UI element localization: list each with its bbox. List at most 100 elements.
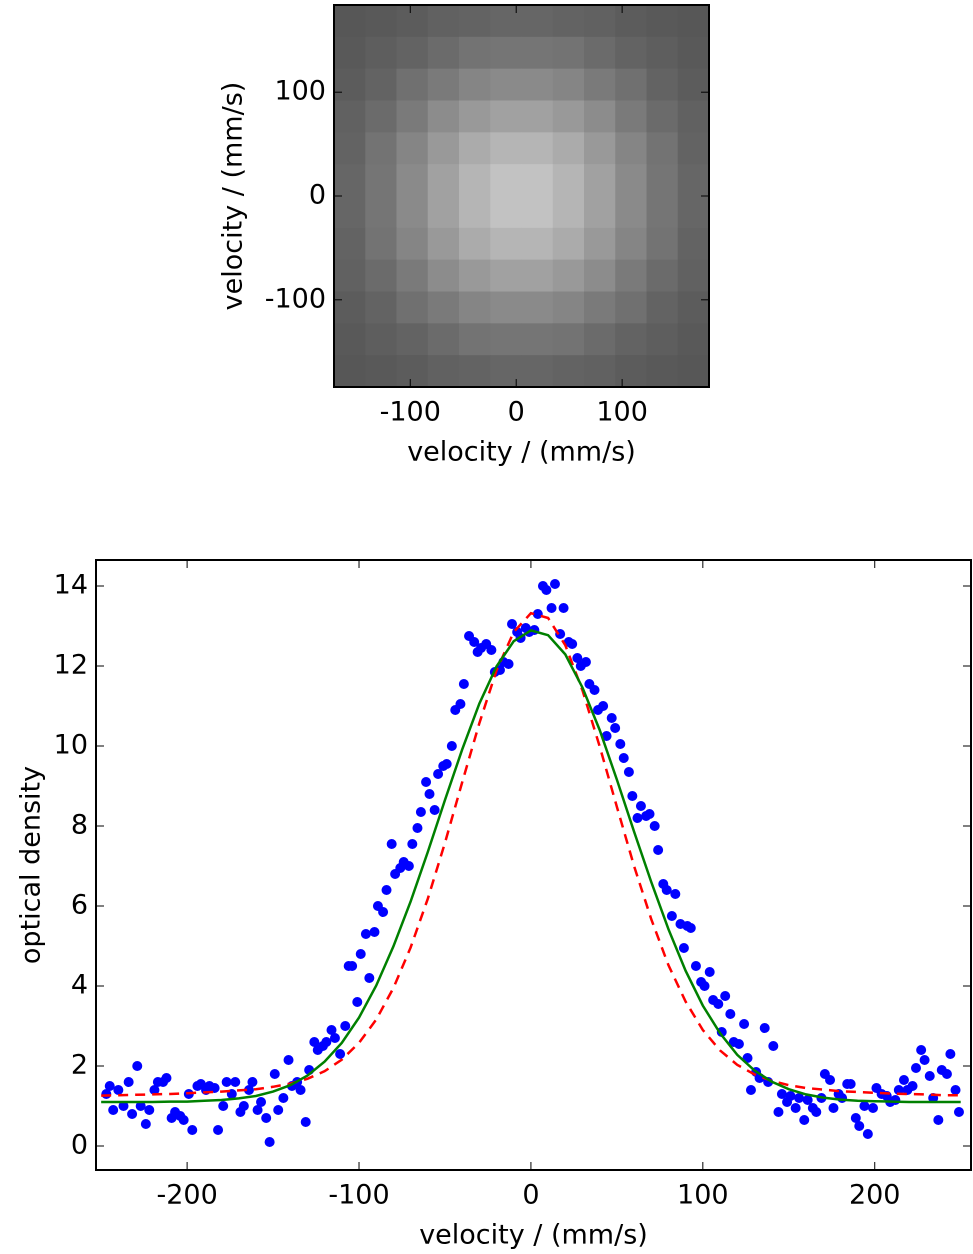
image-cell	[552, 355, 585, 388]
y-tick-label: 6	[71, 890, 88, 921]
data-point	[623, 767, 634, 777]
data-point	[649, 821, 660, 831]
image-cell	[521, 164, 554, 197]
image-cell	[677, 164, 710, 197]
y-tick-label: 12	[54, 650, 88, 681]
data-point	[790, 1103, 801, 1113]
data-point	[716, 1027, 727, 1037]
image-cell	[615, 355, 647, 388]
data-point	[144, 1105, 155, 1115]
data-point	[300, 1117, 311, 1127]
data-point	[580, 657, 591, 667]
data-point	[733, 1039, 744, 1049]
x-tick-label: -100	[328, 1180, 389, 1211]
x-axis-label: velocity / (mm/s)	[419, 1220, 648, 1251]
data-point	[924, 1071, 935, 1081]
data-point	[759, 1023, 770, 1033]
image-cell	[490, 36, 522, 70]
data-point	[606, 713, 617, 723]
data-point	[283, 1055, 294, 1065]
image-cell	[459, 291, 491, 324]
image-cell	[490, 323, 522, 356]
plot-area	[101, 579, 964, 1147]
data-point	[340, 1021, 351, 1031]
image-cell	[584, 227, 616, 261]
data-point	[364, 973, 375, 983]
image-cell	[365, 291, 397, 324]
y-tick-label: -100	[265, 283, 326, 314]
image-cell	[490, 132, 522, 165]
data-point	[670, 889, 681, 899]
image-cell	[646, 100, 679, 133]
data-point	[149, 1085, 160, 1095]
image-cell	[521, 132, 554, 165]
data-point	[678, 943, 689, 953]
image-cell	[521, 100, 554, 133]
image-cell	[584, 100, 616, 133]
image-cell	[365, 100, 397, 133]
data-point	[421, 777, 432, 787]
image-cell	[521, 227, 554, 261]
image-cell	[615, 227, 647, 261]
data-point	[321, 1037, 332, 1047]
data-point	[424, 789, 435, 799]
data-point	[187, 1125, 198, 1135]
axes-frame	[95, 559, 972, 1171]
image-cell	[584, 36, 616, 70]
image-cell	[646, 323, 679, 356]
image-cell	[427, 5, 460, 38]
data-point	[799, 1115, 810, 1125]
image-cell	[427, 291, 460, 324]
image-cell	[552, 196, 585, 229]
data-point	[252, 1105, 263, 1115]
image-cell	[427, 132, 460, 165]
data-point	[541, 585, 552, 595]
data-point	[644, 809, 655, 819]
image-cell	[427, 259, 460, 292]
data-point	[532, 609, 543, 619]
image-cell	[646, 68, 679, 101]
image-cell	[677, 36, 710, 70]
data-point	[441, 759, 452, 769]
data-point	[161, 1073, 172, 1083]
data-point	[713, 999, 724, 1009]
data-point	[802, 1095, 813, 1105]
data-point	[859, 1101, 870, 1111]
image-cell	[584, 323, 616, 356]
image-cell	[646, 227, 679, 261]
image-cell	[334, 132, 366, 165]
image-cell	[521, 36, 554, 70]
image-cell	[334, 196, 366, 229]
data-point	[118, 1101, 129, 1111]
data-point	[433, 769, 444, 779]
image-cell	[334, 5, 366, 38]
data-point	[854, 1121, 865, 1131]
data-point	[369, 927, 380, 937]
data-point	[329, 1033, 340, 1043]
data-point	[326, 1025, 337, 1035]
image-cell	[646, 259, 679, 292]
image-cell	[646, 132, 679, 165]
image-cell	[552, 36, 585, 70]
data-point	[123, 1077, 134, 1087]
data-point	[919, 1055, 930, 1065]
data-point	[773, 1107, 784, 1117]
image-cell	[427, 196, 460, 229]
x-tick-label: 100	[596, 397, 648, 428]
image-cell	[490, 259, 522, 292]
image-cell	[490, 227, 522, 261]
data-point	[890, 1095, 901, 1105]
x-tick-label: -200	[156, 1180, 217, 1211]
data-point	[610, 723, 621, 733]
image-cell	[365, 323, 397, 356]
image-cell	[615, 68, 647, 101]
data-point	[945, 1049, 956, 1059]
image-cell	[646, 291, 679, 324]
image-cell	[396, 355, 429, 388]
data-point	[615, 739, 626, 749]
data-point	[862, 1129, 873, 1139]
data-point	[685, 923, 696, 933]
y-axis-label: optical density	[16, 766, 47, 964]
image-cell	[646, 164, 679, 197]
data-point	[699, 981, 710, 991]
